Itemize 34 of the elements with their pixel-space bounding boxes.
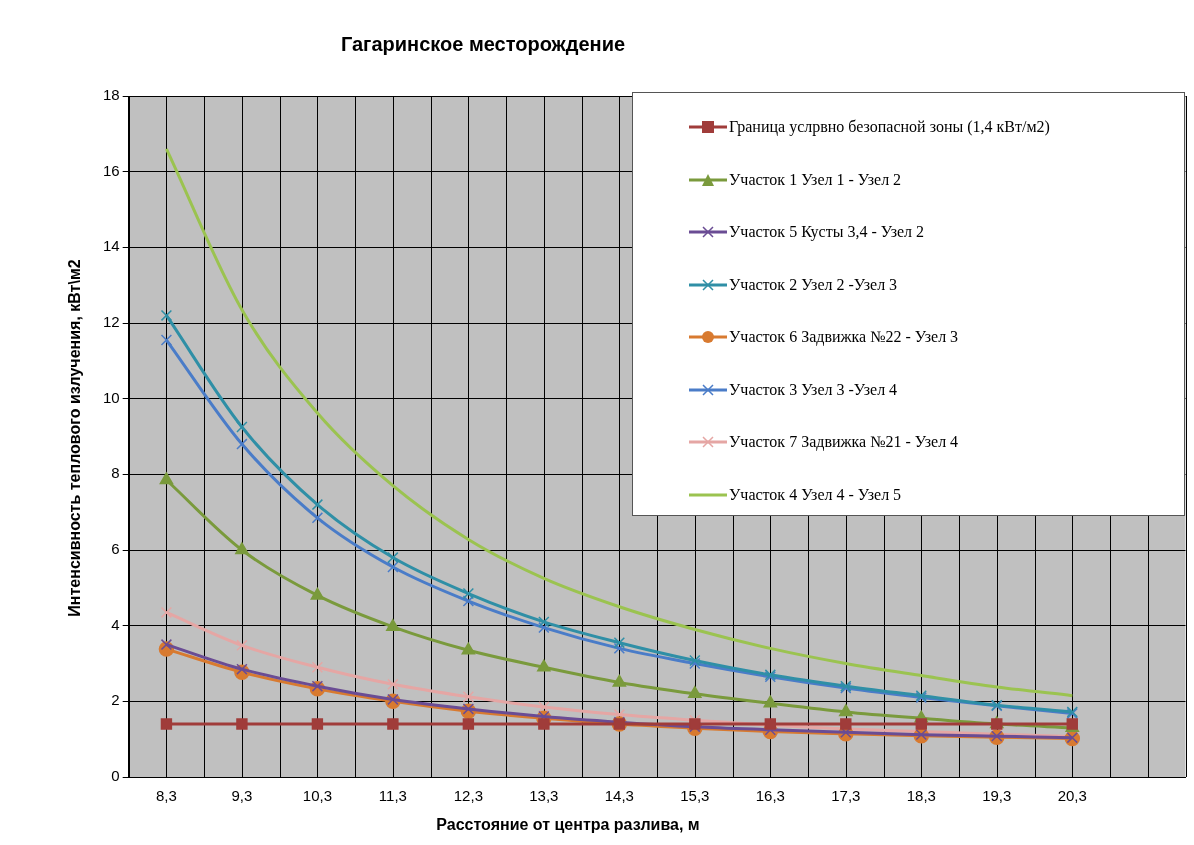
legend-label: Участок 2 Узел 2 -Узел 3 bbox=[729, 275, 898, 294]
y-tick-label: 16 bbox=[103, 161, 120, 179]
y-tick-label: 18 bbox=[103, 86, 120, 104]
y-tick-label: 10 bbox=[103, 388, 120, 406]
y-tick-label: 12 bbox=[103, 313, 120, 331]
legend-label: Участок 3 Узел 3 -Узел 4 bbox=[729, 380, 898, 399]
y-tick-label: 2 bbox=[111, 691, 120, 709]
y-tick-label: 4 bbox=[111, 615, 120, 633]
x-tick-label: 18,3 bbox=[906, 787, 936, 805]
x-tick-label: 15,3 bbox=[680, 787, 710, 805]
x-tick-label: 17,3 bbox=[831, 787, 861, 805]
x-tick-label: 8,3 bbox=[156, 787, 177, 805]
x-axis-title: Расстояние от центра разлива, м bbox=[436, 816, 700, 834]
y-tick-label: 6 bbox=[111, 540, 120, 558]
x-tick-label: 13,3 bbox=[529, 787, 559, 805]
legend-label: Граница услрвно безопасной зоны (1,4 кВт/м2) bbox=[729, 118, 1050, 137]
x-tick-label: 11,3 bbox=[378, 787, 407, 805]
x-tick-label: 14,3 bbox=[604, 787, 634, 805]
x-tick-label: 19,3 bbox=[982, 787, 1012, 805]
x-tick-label: 12,3 bbox=[453, 787, 483, 805]
y-tick-label: 0 bbox=[111, 767, 120, 785]
legend-label: Участок 6 Задвижка №22 - Узел 3 bbox=[729, 328, 959, 347]
x-tick-label: 20,3 bbox=[1057, 787, 1087, 805]
legend-label: Участок 4 Узел 4 - Узел 5 bbox=[729, 485, 902, 504]
chart-title: Гагаринское месторождение bbox=[340, 32, 626, 55]
legend-label: Участок 7 Задвижка №21 - Узел 4 bbox=[729, 433, 959, 452]
legend-label: Участок 5 Кусты 3,4 - Узел 2 bbox=[729, 223, 925, 242]
x-tick-label: 16,3 bbox=[755, 787, 785, 805]
y-axis-title: Интенсивность теплового излучения, кВт\м2 bbox=[66, 259, 84, 617]
y-tick-label: 14 bbox=[103, 237, 120, 255]
legend-label: Участок 1 Узел 1 - Узел 2 bbox=[729, 170, 902, 189]
y-tick-label: 8 bbox=[111, 464, 120, 482]
x-tick-label: 9,3 bbox=[231, 787, 253, 805]
x-tick-label: 10,3 bbox=[302, 787, 332, 805]
